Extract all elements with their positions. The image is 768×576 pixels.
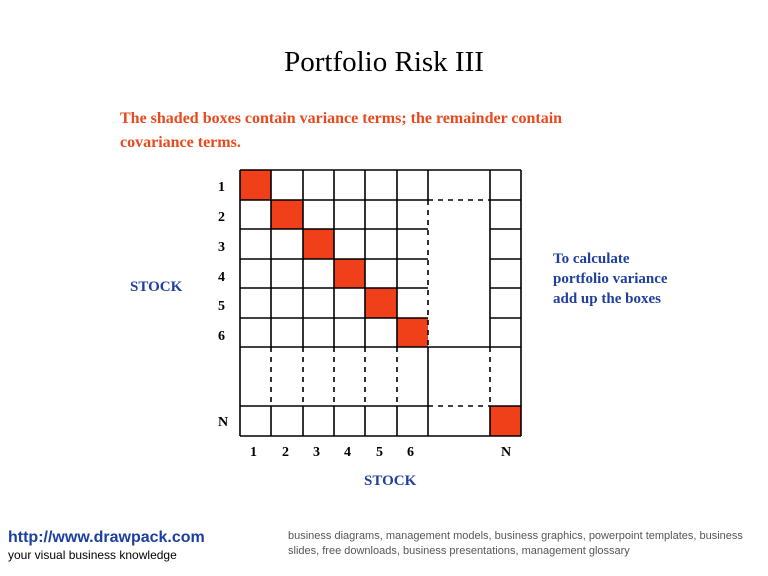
row-label-2: 2 [218,210,225,225]
variance-cell-3 [303,229,334,259]
variance-cell-5 [365,288,397,318]
col-label-3: 3 [313,445,320,460]
subtitle-line-1: The shaded boxes contain variance terms;… [120,110,563,127]
variance-cell-4 [334,259,365,288]
variance-cell-6 [397,318,428,347]
subtitle-line-2: covariance terms. [120,134,241,151]
side-note-line-1: To calculate [553,251,630,267]
row-label-n: N [218,415,229,430]
row-label-1: 1 [218,180,225,195]
col-label-6: 6 [407,445,414,460]
col-label-4: 4 [344,445,351,460]
row-label-4: 4 [218,270,225,285]
side-note: To calculate portfolio variance add up t… [553,249,743,309]
row-label-3: 3 [218,240,225,255]
col-label-2: 2 [282,445,289,460]
footer-tagline: your visual business knowledge [8,548,177,562]
subtitle: The shaded boxes contain variance terms;… [120,107,700,155]
row-label-6: 6 [218,329,225,344]
slide-title: Portfolio Risk III [284,46,484,78]
variance-cell-2 [271,200,303,229]
side-note-line-3: add up the boxes [553,291,661,307]
row-label-5: 5 [218,299,225,314]
footer-description: business diagrams, management models, bu… [288,530,743,557]
row-axis-label: STOCK [130,279,183,295]
col-axis-label: STOCK [364,473,417,489]
variance-cell-7 [490,406,521,436]
variance-cell-1 [240,170,271,200]
col-label-5: 5 [376,445,383,460]
footer-url-link[interactable]: http://www.drawpack.com [8,529,205,546]
col-label-1: 1 [250,445,257,460]
side-note-line-2: portfolio variance [553,271,668,287]
col-label-n: N [501,445,512,460]
